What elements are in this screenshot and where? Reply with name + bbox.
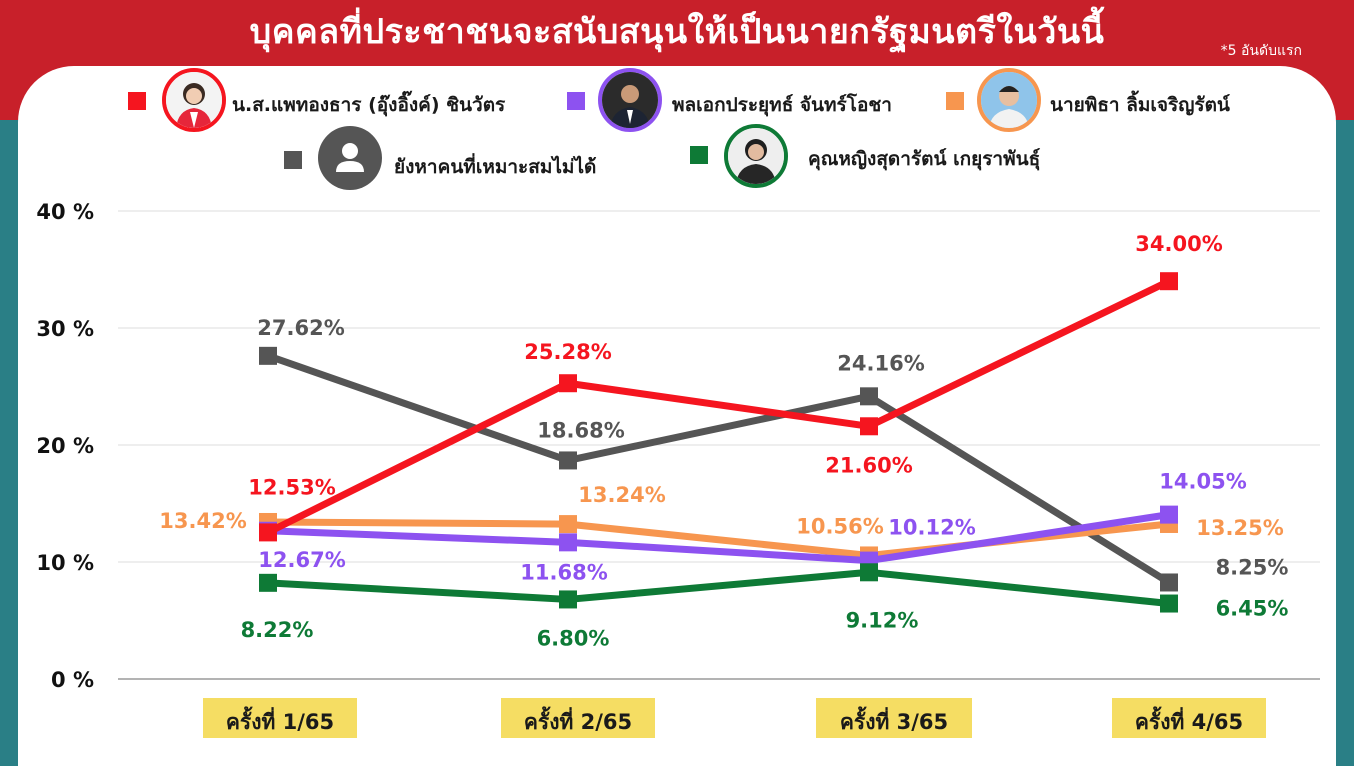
- avatar-prayut-icon: [598, 68, 662, 132]
- y-tick-label: 10 %: [36, 551, 94, 575]
- legend-label-sudarat: คุณหญิงสุดารัตน์ เกยุราพันธุ์: [808, 148, 1041, 170]
- data-label: 11.68%: [520, 560, 607, 584]
- y-tick-label: 30 %: [36, 317, 94, 341]
- data-label: 12.67%: [258, 548, 345, 572]
- data-label: 13.25%: [1196, 516, 1283, 540]
- data-label: 9.12%: [846, 608, 919, 632]
- top5-note: *5 อันดับแรก: [1220, 43, 1302, 59]
- category-label-2: ครั้งที่ 2/65: [501, 698, 655, 738]
- avatar-sudarat-icon: [724, 124, 788, 188]
- category-label-1: ครั้งที่ 1/65: [203, 698, 357, 738]
- data-label: 12.53%: [248, 475, 335, 499]
- data-point: [860, 563, 878, 582]
- series-line-4: [267, 568, 1170, 608]
- data-point: [259, 573, 277, 592]
- y-tick-label: 0 %: [51, 668, 94, 692]
- legend-swatch-orange: [946, 92, 964, 110]
- data-point: [860, 417, 878, 436]
- series-line-1: [267, 511, 1170, 565]
- avatar-pita-icon: [977, 68, 1041, 132]
- legend-label-pita: นายพิธา ลิ้มเจริญรัตน์: [1050, 94, 1230, 116]
- chart-panel: [18, 66, 1336, 766]
- data-point: [1160, 594, 1178, 613]
- data-point: [259, 346, 277, 365]
- y-tick-label: 20 %: [36, 434, 94, 458]
- avatar-paetongtarn-icon: [162, 68, 226, 132]
- data-point: [559, 533, 577, 552]
- data-label: 10.56%: [796, 514, 883, 538]
- data-label: 6.45%: [1216, 597, 1289, 621]
- page-title: บุคคลที่ประชาชนจะสนับสนุนให้เป็นนายกรัฐม…: [249, 12, 1105, 52]
- legend-label-paetongtarn: น.ส.แพทองธาร (อุ๊งอิ๊งค์) ชินวัตร: [232, 94, 506, 116]
- legend-label-undecided: ยังหาคนที่เหมาะสมไม่ได้: [394, 156, 597, 178]
- series-line-0: [266, 278, 1171, 536]
- data-label: 24.16%: [837, 351, 924, 375]
- data-label: 25.28%: [524, 340, 611, 364]
- data-point: [559, 451, 577, 470]
- data-label: 8.25%: [1216, 555, 1289, 579]
- data-point: [1160, 272, 1178, 291]
- data-point: [559, 590, 577, 609]
- data-point: [1160, 505, 1178, 524]
- line-chart: 0 % 10 % 20 % 30 % 40 % 12.53% 25.28% 21.60% 34…: [36, 200, 1320, 692]
- data-point: [559, 515, 577, 534]
- avatar-undecided-user-icon: [318, 126, 382, 190]
- data-point: [559, 374, 577, 393]
- legend-swatch-purple: [567, 92, 585, 110]
- data-label: 27.62%: [257, 316, 344, 340]
- data-label: 6.80%: [537, 626, 610, 650]
- data-label: 10.12%: [888, 516, 975, 540]
- data-label: 18.68%: [537, 418, 624, 442]
- data-point: [860, 387, 878, 406]
- data-label: 13.42%: [159, 509, 246, 533]
- y-tick-label: 40 %: [36, 200, 94, 224]
- data-label: 8.22%: [241, 618, 314, 642]
- series-line-3: [266, 352, 1171, 586]
- legend-swatch-gray: [284, 151, 302, 169]
- legend-swatch-green: [690, 146, 708, 164]
- legend-label-prayut: พลเอกประยุทธ์ จันทร์โอชา: [672, 94, 892, 116]
- legend-swatch-red: [128, 92, 146, 110]
- data-label: 14.05%: [1159, 470, 1246, 494]
- data-label: 13.24%: [578, 483, 665, 507]
- data-point: [259, 523, 277, 542]
- category-label-3: ครั้งที่ 3/65: [816, 698, 972, 738]
- data-label: 21.60%: [825, 453, 912, 477]
- category-label-4: ครั้งที่ 4/65: [1112, 698, 1266, 738]
- data-label: 34.00%: [1135, 232, 1222, 256]
- data-point: [1160, 573, 1178, 592]
